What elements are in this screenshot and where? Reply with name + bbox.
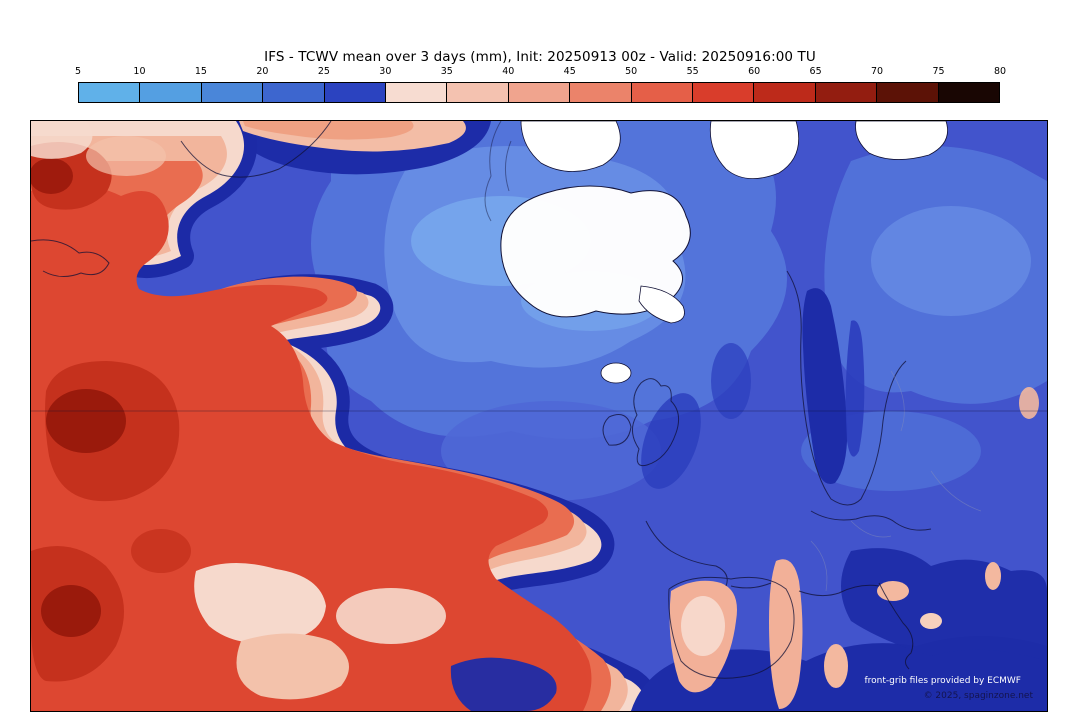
page-title: IFS - TCWV mean over 3 days (mm), Init: … — [264, 49, 816, 65]
colorbar-tick-label: 60 — [748, 66, 761, 77]
svalbard-white-patch — [709, 121, 800, 179]
copyright-credit: © 2025, spaginzone.net — [923, 691, 1033, 701]
high-tcwv-warm-field — [31, 121, 644, 711]
colorbar-segment — [630, 83, 693, 102]
colorbar-tick-label: 45 — [563, 66, 576, 77]
colorbar-tick-label: 10 — [133, 66, 146, 77]
france-coastline — [645, 520, 728, 587]
weather-map-frame: front-grib files provided by ECMWF © 202… — [30, 120, 1048, 712]
colorbar-tick-label: 30 — [379, 66, 392, 77]
colorbar-tick-label: 80 — [993, 66, 1007, 77]
colorbar-segments — [78, 82, 1000, 103]
colorbar-segment — [569, 83, 631, 102]
colorbar-tick-label: 75 — [932, 66, 945, 77]
labrador-coastline — [31, 239, 110, 277]
scandinavia-coastline — [786, 270, 907, 506]
colorbar-segment — [446, 83, 508, 102]
coastlines — [31, 121, 932, 679]
iceland-white-area — [500, 185, 691, 318]
colorbar-tick-label: 35 — [440, 66, 453, 77]
colorbar-tick-label: 20 — [256, 66, 269, 77]
colorbar-segment — [507, 83, 570, 102]
colorbar-segment — [323, 83, 386, 102]
norway-mountain-dry-band — [802, 288, 848, 485]
colorbar-segment — [385, 83, 447, 102]
colorbar-tick-label: 55 — [686, 66, 699, 77]
colorbar-segment — [876, 83, 938, 102]
italy-coastline — [878, 582, 914, 670]
contour-65mm-core — [46, 389, 126, 453]
baltic-coastline — [810, 510, 932, 531]
colorbar-segment — [262, 83, 324, 102]
colorbar-segment — [937, 83, 1000, 102]
contour-50mm — [31, 184, 592, 711]
colorbar-segment — [814, 83, 877, 102]
colorbar-segment — [139, 83, 201, 102]
colorbar-ticks: 5 10 15 20 25 30 35 40 45 50 55 60 65 70 75 80 — [74, 66, 1006, 80]
colorbar-tick-label: 65 — [809, 66, 822, 77]
mediterranean-moist-patches — [669, 387, 1039, 709]
colorbar: 5 10 15 20 25 30 35 40 45 50 55 60 65 70 75 80 — [74, 66, 1006, 103]
colorbar-tick-label: 15 — [194, 66, 207, 77]
colorbar-segment — [753, 83, 815, 102]
country-borders — [810, 370, 982, 592]
colorbar-tick-label: 50 — [625, 66, 638, 77]
colorbar-tick-label: 40 — [502, 66, 515, 77]
colorbar-tick-label: 70 — [871, 66, 884, 77]
ireland-coastline — [602, 414, 632, 446]
data-source-credit: front-grib files provided by ECMWF — [864, 676, 1022, 686]
tcwv-map — [31, 121, 1047, 711]
colorbar-segment — [200, 83, 263, 102]
colorbar-tick-label: 25 — [317, 66, 330, 77]
dry-white-areas — [500, 121, 948, 384]
iberia-coastline — [668, 576, 795, 679]
britain-coastline — [632, 378, 680, 467]
mediterranean-coastline — [730, 582, 880, 597]
colorbar-tick-label: 5 — [74, 66, 82, 77]
colorbar-segment — [79, 83, 140, 102]
colorbar-segment — [692, 83, 754, 102]
greenland-white-patch — [520, 121, 621, 172]
greenland-coastline — [180, 121, 332, 178]
